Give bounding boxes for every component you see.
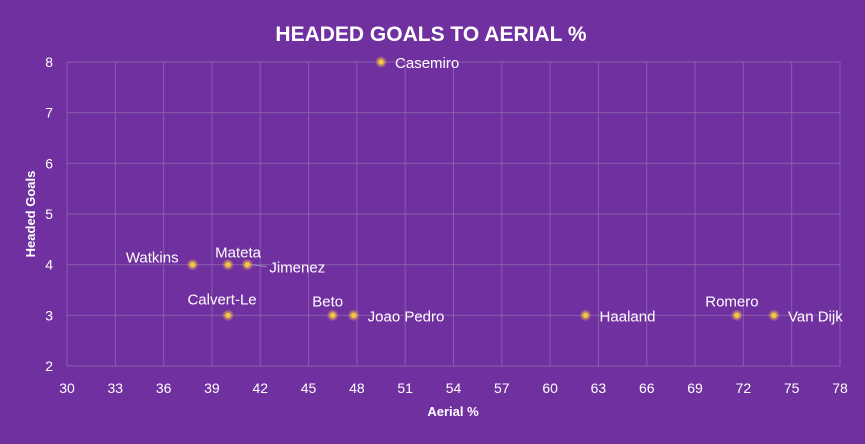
- x-tick-label: 60: [542, 380, 558, 396]
- data-points: [186, 56, 780, 322]
- data-point[interactable]: [351, 312, 357, 318]
- x-tick-label: 66: [639, 380, 655, 396]
- chart-title: HEADED GOALS TO AERIAL %: [275, 23, 586, 46]
- label-leader-line: [251, 264, 267, 268]
- data-point[interactable]: [330, 312, 336, 318]
- data-point-label: Watkins: [126, 250, 179, 267]
- x-tick-label: 69: [687, 380, 703, 396]
- x-tick-label: 33: [108, 380, 124, 396]
- data-point[interactable]: [734, 312, 740, 318]
- data-point[interactable]: [378, 59, 384, 65]
- data-point-label: Romero: [705, 293, 758, 310]
- data-point-label: Haaland: [600, 308, 656, 325]
- x-tick-label: 72: [736, 380, 752, 396]
- data-point-label: Joao Pedro: [368, 308, 445, 325]
- data-point-label: Beto: [312, 293, 343, 310]
- data-point-label: Calvert-Le: [187, 291, 256, 308]
- data-point-label: Jimenez: [269, 260, 325, 277]
- x-tick-label: 57: [494, 380, 510, 396]
- point-labels: Casemiro Watkins Mateta Jimenez Calvert-Le Be…: [126, 55, 843, 325]
- y-tick-label: 2: [45, 358, 53, 374]
- y-tick-label: 6: [45, 155, 53, 171]
- x-tick-label: 42: [252, 380, 268, 396]
- x-tick-label: 39: [204, 380, 220, 396]
- x-tick-label: 30: [59, 380, 75, 396]
- data-point[interactable]: [582, 312, 589, 318]
- x-tick-label: 48: [349, 380, 365, 396]
- x-tick-label: 75: [784, 380, 800, 396]
- data-point[interactable]: [771, 312, 777, 318]
- x-tick-label: 54: [446, 380, 462, 396]
- x-tick-label: 63: [591, 380, 607, 396]
- data-point-label: Mateta: [215, 245, 262, 262]
- x-tick-label: 36: [156, 380, 172, 396]
- y-tick-label: 8: [45, 54, 53, 70]
- y-tick-label: 7: [45, 105, 53, 121]
- x-tick-label: 51: [397, 380, 413, 396]
- x-tick-label: 45: [301, 380, 317, 396]
- x-axis-title: Aerial %: [427, 404, 479, 419]
- axis-ticks: 30 33 36 39 42 45 48 51 54 57 60 63 66 69 72 75 78234567…: [45, 54, 848, 396]
- data-point-label: Van Dijk: [788, 308, 843, 325]
- grid-lines: [66, 61, 841, 367]
- y-axis-title: Headed Goals: [23, 171, 38, 258]
- data-point[interactable]: [225, 312, 231, 318]
- data-point[interactable]: [190, 262, 196, 268]
- data-point[interactable]: [244, 262, 250, 268]
- data-point[interactable]: [225, 262, 231, 268]
- y-tick-label: 4: [45, 257, 53, 273]
- data-point-label: Casemiro: [395, 55, 459, 72]
- y-tick-label: 3: [45, 307, 53, 323]
- y-tick-label: 5: [45, 206, 53, 222]
- x-tick-label: 78: [832, 380, 848, 396]
- label-leaders: [251, 264, 267, 268]
